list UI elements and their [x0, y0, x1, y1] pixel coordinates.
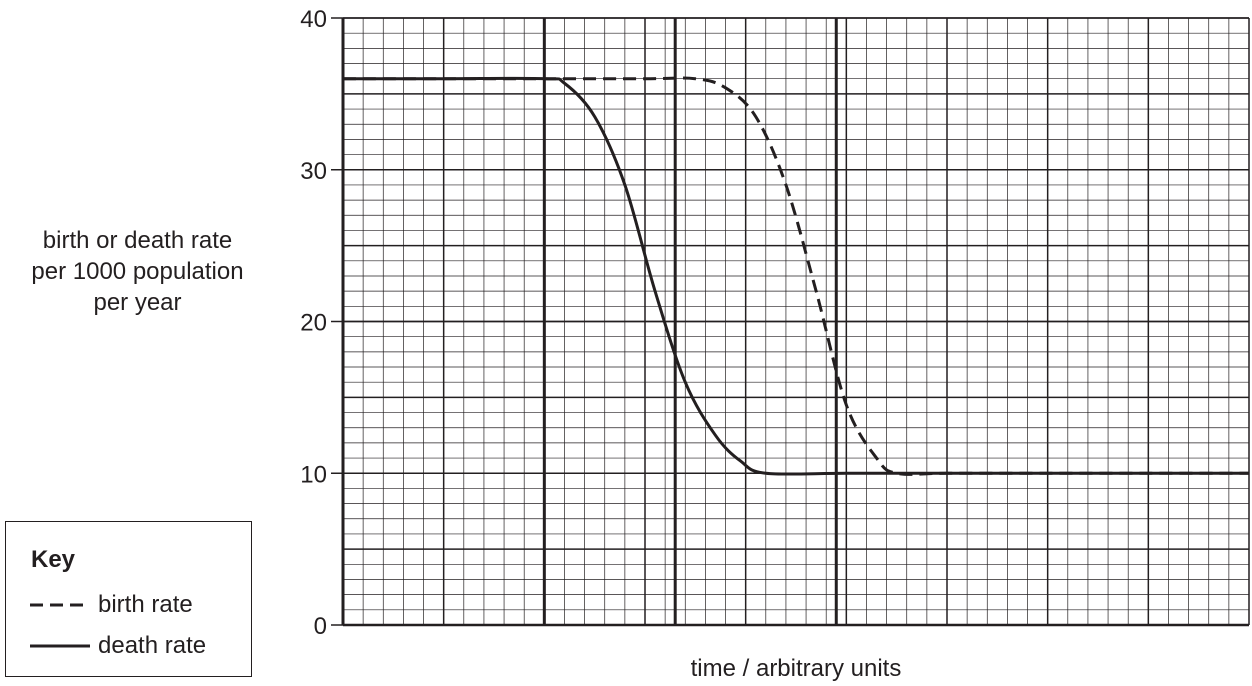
y-tick-label: 30: [300, 158, 327, 185]
legend: Key birth rate death rate: [5, 521, 252, 677]
legend-label-death-rate: death rate: [98, 632, 207, 659]
legend-title: Key: [31, 546, 76, 573]
series-layer: [343, 76, 1249, 476]
y-tick-labels: 0 10 20 30 40: [300, 6, 343, 640]
dashed-line-swatch-icon: [30, 603, 90, 607]
y-tick-label: 10: [300, 461, 327, 488]
legend-label-birth-rate: birth rate: [98, 591, 193, 618]
y-axis-title-line-1: birth or death rate: [42, 227, 233, 254]
y-axis-title-line-3: per year: [93, 289, 182, 316]
y-axis-title: birth or death rate per 1000 population …: [0, 225, 275, 318]
legend-item-birth-rate: birth rate: [30, 590, 193, 620]
legend-item-death-rate: death rate: [30, 631, 206, 661]
series-line-death-rate: [343, 76, 1249, 476]
y-tick-label: 20: [300, 310, 327, 337]
x-axis-title: time / arbitrary units: [691, 655, 902, 682]
solid-line-swatch-icon: [30, 644, 90, 648]
y-axis-title-line-2: per 1000 population: [31, 258, 244, 285]
y-tick-label: 0: [314, 613, 327, 640]
y-tick-label: 40: [300, 6, 327, 33]
